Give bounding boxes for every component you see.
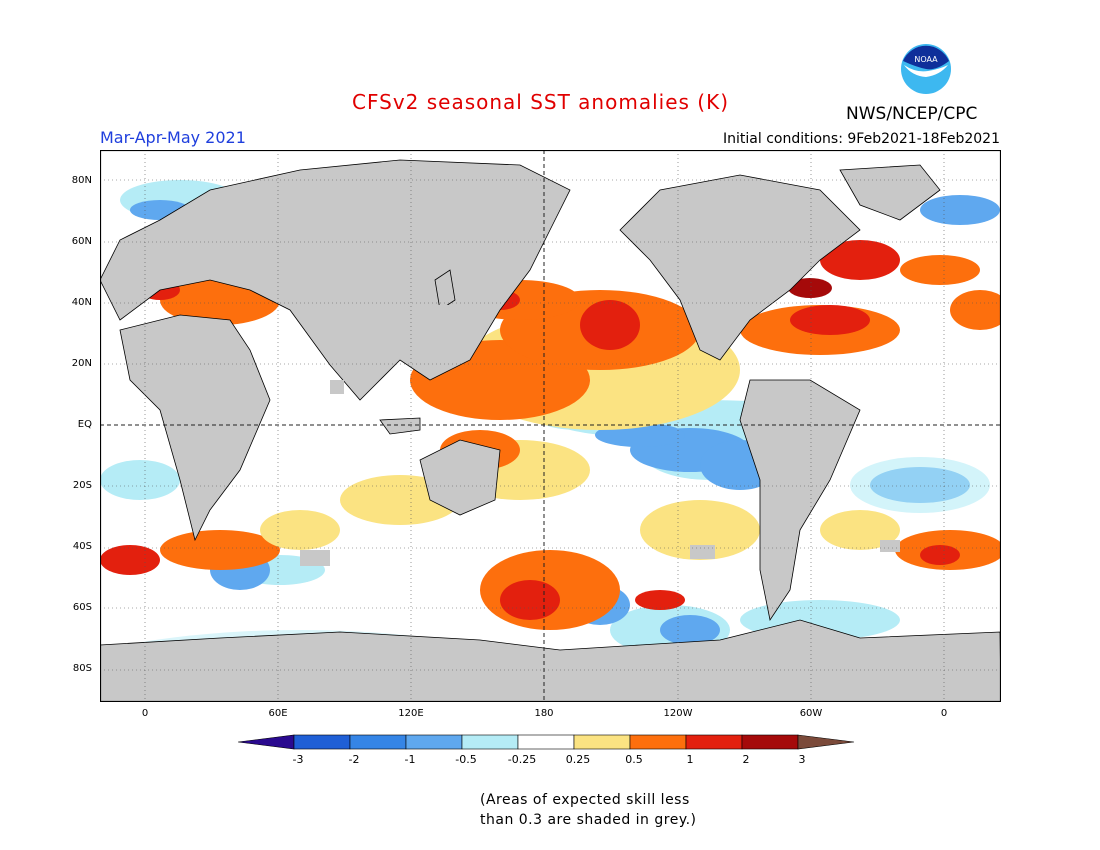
colorbar-swatch (461, 734, 519, 750)
colorbar-label: -2 (348, 753, 360, 766)
colorbar-label: -0.5 (455, 753, 477, 766)
lat-label: 60S (72, 602, 92, 613)
lon-label: 120W (663, 708, 693, 719)
season-label: Mar-Apr-May 2021 (100, 128, 246, 147)
colorbar (238, 734, 855, 750)
lat-label: 20N (71, 358, 92, 369)
colorbar-max-arrow (797, 734, 855, 750)
lat-label: EQ (77, 419, 92, 430)
lon-label: 0 (141, 708, 149, 719)
colorbar-swatch (685, 734, 743, 750)
land-masses (100, 159, 1001, 702)
colorbar-label: -3 (292, 753, 304, 766)
colorbar-min-arrow (238, 734, 295, 750)
colorbar-swatch (293, 734, 351, 750)
colorbar-swatch (349, 734, 407, 750)
chart-title: CFSv2 seasonal SST anomalies (K) (352, 90, 729, 114)
positive-anomaly-patches (100, 240, 1001, 630)
lon-label: 60W (799, 708, 823, 719)
lat-label: 60N (71, 236, 92, 247)
gridlines (100, 150, 1001, 702)
colorbar-label: 0.5 (625, 753, 643, 766)
colorbar-swatch (573, 734, 631, 750)
colorbar-label: 2 (742, 753, 750, 766)
logo-text: NOAA (914, 55, 938, 64)
skill-note-line: (Areas of expected skill less (480, 792, 690, 808)
lat-label: 80N (71, 175, 92, 186)
lat-label: 20S (72, 480, 92, 491)
colorbar-swatch (517, 734, 575, 750)
skill-note-line: than 0.3 are shaded in grey.) (480, 812, 697, 828)
colorbar-swatch (405, 734, 463, 750)
colorbar-label: 0.25 (565, 753, 591, 766)
sst-anomaly-map (100, 150, 1001, 702)
colorbar-label: -0.25 (507, 753, 537, 766)
colorbar-swatch (629, 734, 687, 750)
lon-label: 120E (398, 708, 424, 719)
colorbar-swatch (741, 734, 799, 750)
lon-label: 60E (268, 708, 288, 719)
map-frame (100, 150, 1001, 702)
noaa-logo: NOAA (901, 44, 951, 94)
lat-label: 40S (72, 541, 92, 552)
colorbar-label: 1 (686, 753, 694, 766)
colorbar-label: -1 (404, 753, 416, 766)
lat-label: 80S (72, 663, 92, 674)
lat-label: 40N (71, 297, 92, 308)
agency-label: NWS/NCEP/CPC (846, 104, 978, 124)
low-skill-mask (300, 305, 900, 566)
colorbar-label: 3 (798, 753, 806, 766)
initial-conditions-label: Initial conditions: 9Feb2021-18Feb2021 (723, 131, 1000, 147)
lon-label: 0 (940, 708, 948, 719)
lon-label: 180 (534, 708, 554, 719)
